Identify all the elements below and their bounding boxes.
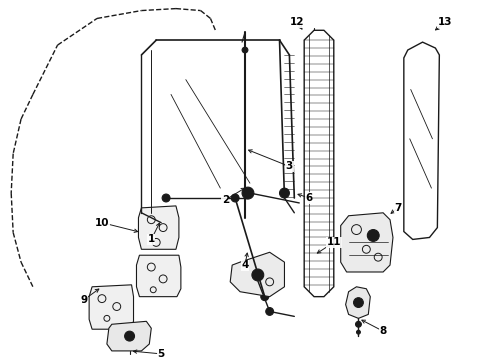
Text: 1: 1	[147, 234, 155, 244]
Circle shape	[231, 194, 239, 202]
Text: 12: 12	[290, 17, 305, 27]
Polygon shape	[137, 255, 181, 297]
Text: 2: 2	[221, 195, 229, 205]
Text: 5: 5	[157, 349, 165, 359]
Polygon shape	[341, 213, 393, 272]
Text: 9: 9	[81, 294, 88, 305]
Text: 7: 7	[394, 203, 402, 213]
Circle shape	[355, 321, 362, 327]
Text: 4: 4	[241, 260, 249, 270]
Circle shape	[162, 194, 170, 202]
Text: 3: 3	[286, 161, 293, 171]
Text: 11: 11	[326, 237, 341, 247]
Text: 6: 6	[305, 193, 313, 203]
Polygon shape	[230, 252, 285, 297]
Circle shape	[266, 307, 273, 315]
Circle shape	[261, 293, 269, 301]
Polygon shape	[107, 321, 151, 351]
Text: 8: 8	[379, 326, 387, 336]
Circle shape	[368, 230, 379, 242]
Polygon shape	[89, 285, 133, 329]
Polygon shape	[345, 287, 370, 318]
Circle shape	[279, 188, 290, 198]
Circle shape	[252, 269, 264, 281]
Circle shape	[242, 47, 248, 53]
Polygon shape	[139, 206, 179, 249]
Circle shape	[353, 298, 364, 307]
Circle shape	[242, 187, 254, 199]
Text: 13: 13	[438, 17, 453, 27]
Circle shape	[246, 191, 250, 195]
Circle shape	[124, 331, 135, 341]
Circle shape	[357, 330, 361, 334]
Text: 10: 10	[95, 218, 109, 228]
